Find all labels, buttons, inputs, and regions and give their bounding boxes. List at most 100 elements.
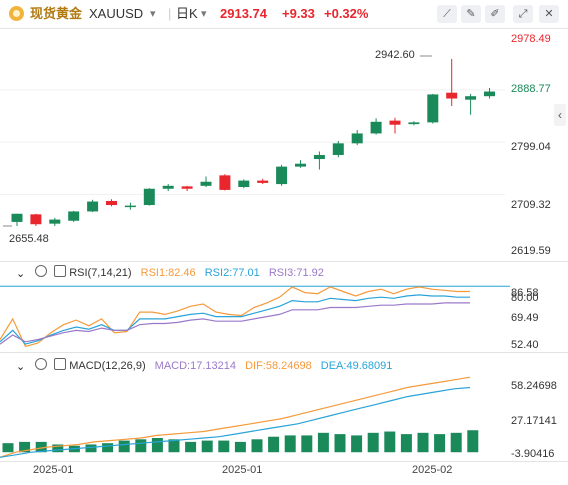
macd-histogram-bar — [19, 441, 31, 453]
candle-body — [484, 91, 495, 97]
macd-histogram-bar — [118, 440, 130, 453]
gold-coin-icon — [9, 6, 24, 21]
close-icon[interactable]: ✕ — [539, 5, 559, 23]
candle-body — [68, 211, 80, 221]
macd-histogram-bar — [284, 435, 296, 453]
symbol-code[interactable]: XAUUSD — [89, 6, 144, 21]
macd-histogram-bar — [234, 441, 246, 453]
high-annotation: 2942.60 — [375, 49, 415, 61]
macd-histogram-bar — [467, 430, 479, 453]
candle-body — [446, 92, 458, 99]
candle-body — [49, 219, 61, 224]
expand-icon[interactable]: ⤢ — [513, 5, 533, 23]
date-label: 2025-01 — [222, 464, 263, 476]
visibility-eye-icon[interactable] — [35, 358, 48, 370]
last-price: 2913.74 — [220, 6, 267, 21]
settings-box-icon[interactable] — [54, 265, 67, 277]
macd-histogram-bar — [168, 439, 180, 453]
macd-name: MACD(12,26,9) — [69, 360, 146, 372]
draw-line-icon[interactable]: ⟋ — [437, 5, 457, 23]
macd-histogram-bar — [301, 435, 313, 453]
brush-icon[interactable]: ✐ — [485, 5, 505, 23]
low-annotation: 2655.48 — [9, 233, 49, 245]
macd-histogram-bar — [85, 444, 97, 453]
candle-body — [408, 122, 420, 125]
rsi2-value: RSI2:77.01 — [204, 267, 260, 279]
macd-histogram-bar — [52, 444, 64, 453]
macd-axis-label: 27.17141 — [511, 415, 557, 427]
macd-chart[interactable] — [0, 372, 568, 462]
price-axis-label: 2888.77 — [511, 83, 551, 95]
symbol-dropdown-icon[interactable]: ▾ — [150, 8, 156, 20]
macd-histogram-bar — [384, 431, 396, 453]
candle-body — [465, 96, 477, 100]
rsi-rsi2-line — [0, 294, 470, 345]
candle-body — [427, 94, 439, 123]
macd-histogram-bar — [2, 443, 14, 453]
visibility-eye-icon[interactable] — [35, 265, 48, 277]
minimize-icon[interactable]: ⌄ — [16, 361, 26, 373]
dif-value: DIF:58.24698 — [245, 360, 312, 372]
candle-body — [30, 214, 42, 225]
candle-body — [181, 186, 193, 189]
rsi-name: RSI(7,14,21) — [69, 267, 132, 279]
candle-body — [106, 200, 117, 206]
settings-box-icon[interactable] — [54, 358, 67, 370]
candle-body — [332, 143, 344, 155]
macd-histogram-bar — [151, 438, 163, 453]
macd-histogram-bar — [102, 443, 114, 453]
price-axis-label: 2709.32 — [511, 199, 551, 211]
pane-divider — [0, 261, 568, 262]
pencil-icon[interactable]: ✎ — [461, 5, 481, 23]
macd-histogram-bar — [317, 432, 329, 453]
macd-histogram-bar — [201, 440, 213, 453]
macd-histogram-bar — [35, 441, 47, 453]
macd-histogram-bar — [135, 439, 147, 453]
rsi-axis-label: 86.58 — [511, 287, 539, 299]
macd-histogram-bar — [367, 432, 379, 453]
date-label: 2025-01 — [33, 464, 74, 476]
candlestick-chart[interactable] — [0, 29, 568, 260]
candle-body — [162, 185, 174, 189]
pane-divider — [0, 461, 568, 462]
price-axis-label: 2799.04 — [511, 141, 551, 153]
candle-body — [238, 180, 250, 187]
macd-dif-line — [0, 376, 471, 458]
rsi-chart[interactable] — [0, 280, 568, 351]
macd-histogram-bar — [268, 436, 280, 453]
date-label: 2025-02 — [412, 464, 453, 476]
collapse-panel-chevron-icon[interactable]: ‹ — [554, 104, 566, 126]
candle-body — [370, 121, 382, 134]
macd-value: MACD:17.13214 — [154, 360, 236, 372]
interval-dropdown-icon[interactable]: ▾ — [201, 8, 207, 20]
macd-histogram-bar — [185, 441, 197, 453]
candle-body — [11, 213, 23, 222]
interval-selector[interactable]: 日K — [176, 6, 198, 21]
rsi-rsi1-line — [0, 286, 470, 348]
macd-histogram-bar — [417, 432, 429, 453]
candle-body — [276, 166, 288, 185]
price-change-percent: +0.32% — [324, 6, 369, 21]
macd-histogram-bar — [218, 440, 230, 453]
pane-divider — [0, 352, 568, 353]
rsi-legend: ⌄ RSI(7,14,21) RSI1:82.46 RSI2:77.01 RSI… — [16, 265, 324, 280]
candle-body — [87, 201, 99, 212]
macd-histogram-bar — [351, 435, 363, 453]
macd-histogram-bar — [450, 432, 462, 453]
chart-header: 现货黄金 XAUUSD ▾ | 日K ▾ 2913.74 +9.33 +0.32… — [0, 0, 568, 29]
macd-histogram-bar — [251, 439, 263, 453]
candle-body — [313, 154, 325, 160]
minimize-icon[interactable]: ⌄ — [16, 268, 26, 280]
header-divider: | — [168, 6, 172, 21]
rsi-rsi3-line — [0, 302, 470, 345]
rsi3-value: RSI3:71.92 — [268, 267, 324, 279]
macd-legend: ⌄ MACD(12,26,9) MACD:17.13214 DIF:58.246… — [16, 358, 392, 373]
rsi-axis-label: 69.49 — [511, 312, 539, 324]
rsi-axis-label: 52.40 — [511, 339, 539, 351]
macd-axis-label: -3.90416 — [511, 448, 555, 460]
symbol-name[interactable]: 现货黄金 — [30, 6, 83, 21]
candle-body — [295, 163, 306, 167]
candle-body — [143, 188, 155, 206]
macd-dea-line — [0, 386, 471, 458]
macd-histogram-bar — [334, 434, 346, 453]
